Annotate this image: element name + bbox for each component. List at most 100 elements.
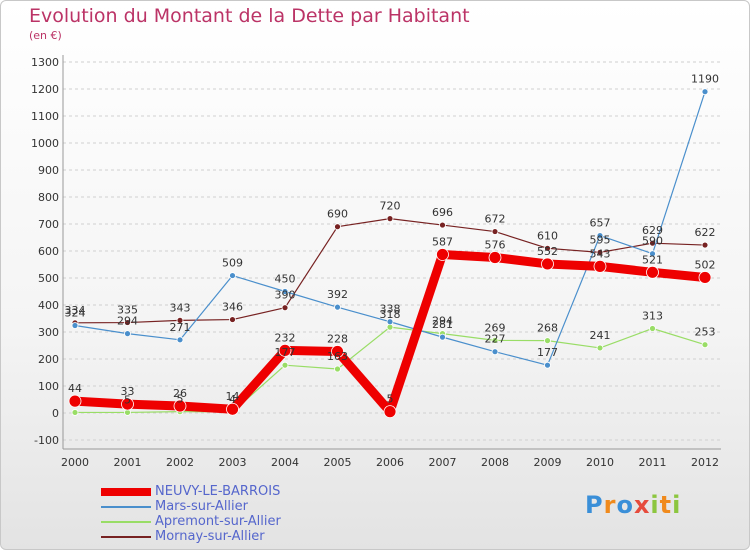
data-point <box>488 251 502 264</box>
legend-label-mornay: Mornay-sur-Allier <box>155 529 265 544</box>
y-tick-label: 1200 <box>31 83 59 96</box>
chart-title: Evolution du Montant de la Dette par Hab… <box>29 5 470 27</box>
data-point <box>439 333 446 341</box>
data-label: 629 <box>642 224 663 237</box>
brand-logo: Proxiti <box>585 491 681 519</box>
x-tick-label: 2004 <box>271 456 299 469</box>
data-point <box>334 223 341 231</box>
data-label: 26 <box>173 387 187 400</box>
y-tick-label: 300 <box>38 326 59 339</box>
data-point <box>596 344 604 352</box>
x-tick-label: 2008 <box>481 456 509 469</box>
data-point <box>331 345 344 358</box>
data-label: 338 <box>380 303 401 316</box>
y-tick-label: 1300 <box>31 56 59 69</box>
y-tick-label: 800 <box>38 191 59 204</box>
data-point <box>439 221 446 229</box>
data-label: 690 <box>327 208 348 221</box>
x-tick-label: 2012 <box>691 456 719 469</box>
data-label: 543 <box>590 247 611 260</box>
y-tick-label: 600 <box>38 245 59 258</box>
data-point <box>491 348 499 356</box>
data-label: 4 <box>229 393 236 406</box>
data-point <box>173 399 187 413</box>
legend-label-neuvy: NEUVY-LE-BARROIS <box>155 484 281 499</box>
data-point <box>334 303 341 311</box>
legend-swatch-neuvy <box>101 488 151 496</box>
data-label: 163 <box>327 350 348 363</box>
legend-swatch-mornay <box>101 536 151 538</box>
data-point <box>491 336 499 344</box>
data-point <box>544 244 551 252</box>
data-label: 720 <box>380 200 401 213</box>
data-label: 44 <box>68 382 82 395</box>
data-label: 271 <box>170 321 191 334</box>
data-point <box>229 272 236 279</box>
data-point <box>278 343 292 357</box>
data-point <box>176 316 184 324</box>
x-tick-label: 2007 <box>429 456 457 469</box>
data-point <box>229 316 236 323</box>
data-point <box>68 394 82 408</box>
data-point <box>544 337 551 345</box>
data-label: 595 <box>590 233 611 246</box>
data-point <box>701 341 709 349</box>
y-tick-label: 700 <box>38 218 59 231</box>
data-label: 590 <box>642 235 663 248</box>
data-label: 5 <box>387 393 394 406</box>
chart-subtitle: (en €) <box>29 29 62 42</box>
data-point <box>646 265 659 279</box>
data-label: 696 <box>432 206 453 219</box>
data-point <box>124 319 131 326</box>
data-point <box>71 322 79 329</box>
data-point <box>226 402 239 416</box>
data-point <box>596 248 604 256</box>
data-point <box>544 361 551 369</box>
data-point <box>649 250 656 258</box>
data-point <box>596 232 604 240</box>
data-point <box>436 248 449 261</box>
data-label: 1190 <box>691 73 719 86</box>
data-label: 177 <box>275 346 296 359</box>
data-label: 335 <box>117 304 138 317</box>
data-label: 268 <box>537 322 558 335</box>
legend-label-mars: Mars-sur-Allier <box>155 499 248 514</box>
brand-letter: r <box>603 491 617 519</box>
data-point <box>649 325 656 332</box>
data-label: 269 <box>485 321 506 334</box>
data-label: 610 <box>537 229 558 242</box>
data-point <box>593 259 607 273</box>
y-tick-label: -100 <box>34 434 59 447</box>
data-point <box>281 361 289 369</box>
x-tick-label: 2006 <box>376 456 404 469</box>
brand-letter: t <box>659 491 673 519</box>
data-label: 281 <box>432 318 453 331</box>
data-label: 334 <box>65 304 86 317</box>
data-point <box>491 228 499 235</box>
x-tick-label: 2001 <box>114 456 142 469</box>
y-tick-label: 1100 <box>31 110 59 123</box>
data-point <box>701 88 709 96</box>
data-label: 509 <box>222 257 243 270</box>
data-label: 324 <box>65 307 86 320</box>
y-tick-label: 900 <box>38 164 59 177</box>
data-label: 450 <box>275 273 296 286</box>
data-point <box>386 318 394 326</box>
data-point <box>541 257 554 271</box>
data-label: 294 <box>117 315 138 328</box>
data-point <box>701 241 709 249</box>
data-point <box>386 215 394 223</box>
y-tick-label: 100 <box>38 380 59 393</box>
data-label: 502 <box>695 258 716 271</box>
data-label: 521 <box>642 253 663 266</box>
data-label: 33 <box>121 385 135 398</box>
data-point <box>71 409 79 416</box>
data-label: 232 <box>275 331 296 344</box>
data-label: 346 <box>222 301 243 314</box>
data-point <box>176 336 184 344</box>
data-label: 587 <box>432 236 453 249</box>
brand-letter: x <box>633 491 651 519</box>
data-label: 294 <box>432 315 453 328</box>
